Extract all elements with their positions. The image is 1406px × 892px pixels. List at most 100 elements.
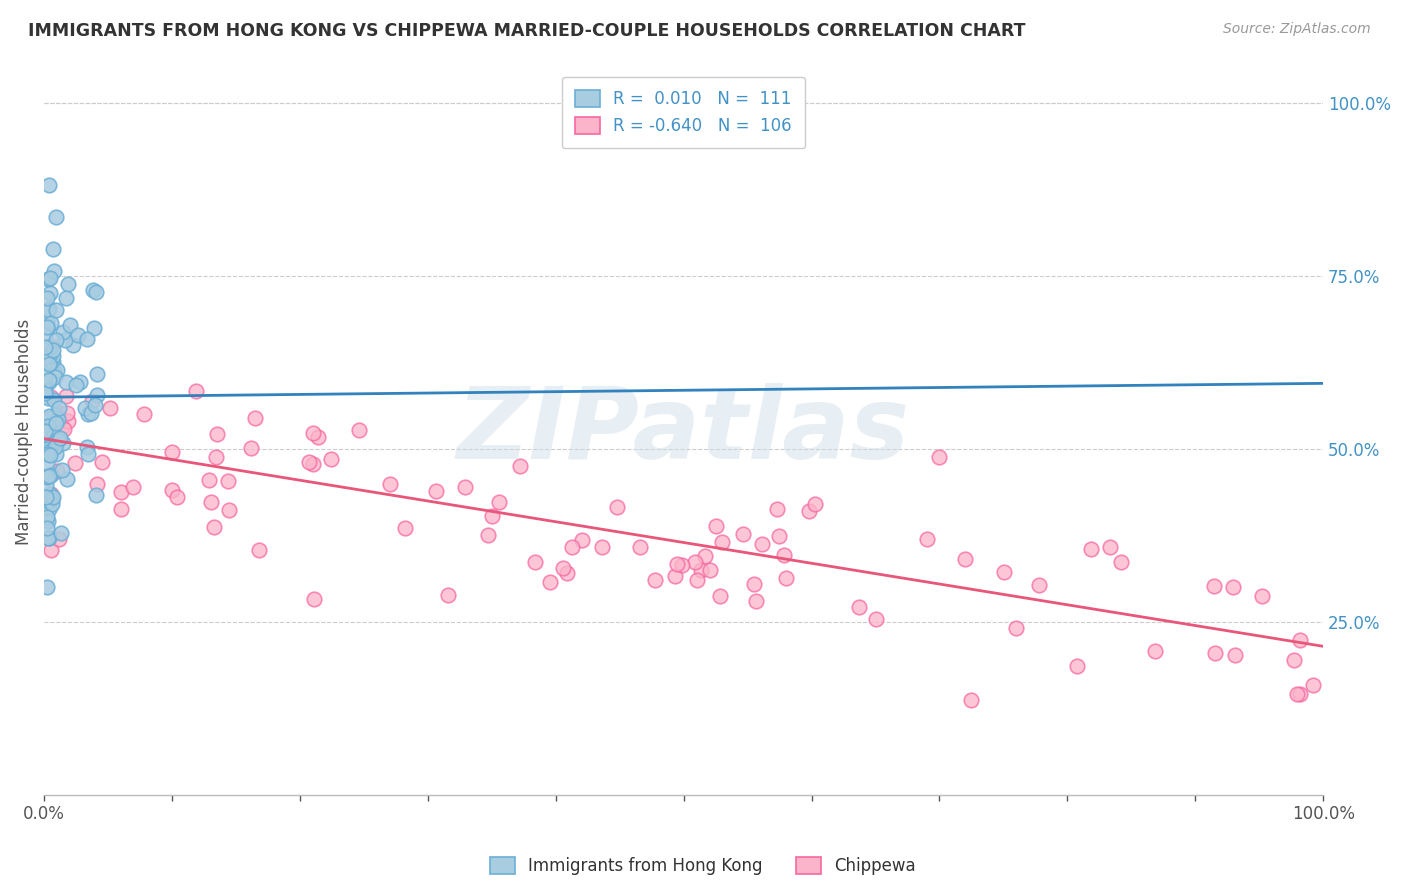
Point bbox=[39, 487, 62, 501]
Point bbox=[38, 409, 60, 424]
Point bbox=[42, 349, 65, 363]
Point bbox=[1222, 580, 1244, 594]
Point bbox=[62, 338, 84, 352]
Point bbox=[37, 419, 59, 434]
Point bbox=[86, 476, 108, 491]
Point bbox=[37, 303, 59, 318]
Point bbox=[205, 427, 228, 442]
Point bbox=[347, 423, 370, 437]
Point bbox=[45, 333, 67, 347]
Point bbox=[132, 407, 155, 421]
Point bbox=[39, 487, 62, 501]
Point bbox=[34, 383, 56, 397]
Point bbox=[37, 580, 59, 594]
Point bbox=[38, 375, 60, 389]
Point bbox=[35, 490, 58, 504]
Point bbox=[1288, 633, 1310, 648]
Point bbox=[35, 478, 58, 492]
Point bbox=[63, 456, 86, 470]
Point bbox=[394, 521, 416, 535]
Point bbox=[80, 406, 103, 420]
Point bbox=[65, 378, 87, 392]
Point bbox=[42, 264, 65, 278]
Point bbox=[380, 477, 402, 491]
Point bbox=[35, 491, 58, 505]
Point bbox=[86, 368, 108, 382]
Point bbox=[34, 442, 56, 457]
Point bbox=[915, 533, 938, 547]
Point bbox=[606, 500, 628, 515]
Point bbox=[52, 422, 75, 436]
Point bbox=[766, 502, 789, 516]
Point bbox=[46, 406, 69, 420]
Point bbox=[37, 514, 59, 528]
Point bbox=[38, 270, 60, 285]
Point bbox=[555, 566, 578, 580]
Y-axis label: Married-couple Households: Married-couple Households bbox=[15, 318, 32, 545]
Point bbox=[45, 363, 67, 377]
Point bbox=[110, 502, 132, 516]
Point bbox=[202, 520, 225, 534]
Point bbox=[1080, 542, 1102, 557]
Point bbox=[160, 445, 183, 459]
Point bbox=[37, 447, 59, 461]
Point bbox=[775, 571, 797, 585]
Point bbox=[38, 502, 60, 516]
Point bbox=[35, 521, 58, 535]
Point bbox=[45, 447, 67, 461]
Point bbox=[437, 588, 460, 602]
Point bbox=[38, 373, 60, 387]
Point bbox=[122, 480, 145, 494]
Point bbox=[41, 497, 63, 511]
Point bbox=[55, 291, 77, 305]
Point bbox=[51, 420, 73, 434]
Point bbox=[591, 540, 613, 554]
Point bbox=[160, 483, 183, 497]
Point bbox=[699, 563, 721, 577]
Point bbox=[86, 488, 108, 502]
Point bbox=[561, 540, 583, 554]
Point bbox=[39, 338, 62, 352]
Point bbox=[477, 527, 499, 541]
Point bbox=[523, 555, 546, 569]
Point bbox=[509, 458, 531, 473]
Point bbox=[38, 372, 60, 386]
Point bbox=[39, 390, 62, 404]
Point bbox=[321, 451, 343, 466]
Point bbox=[38, 469, 60, 483]
Point bbox=[693, 549, 716, 564]
Point bbox=[553, 561, 575, 575]
Point bbox=[198, 473, 221, 487]
Point bbox=[38, 531, 60, 545]
Point bbox=[56, 277, 79, 291]
Point bbox=[34, 431, 56, 445]
Point bbox=[644, 574, 666, 588]
Point bbox=[38, 421, 60, 435]
Point bbox=[38, 448, 60, 462]
Point bbox=[768, 529, 790, 543]
Point bbox=[38, 444, 60, 458]
Point bbox=[82, 283, 104, 297]
Point bbox=[1143, 644, 1166, 658]
Point bbox=[799, 504, 821, 518]
Point bbox=[59, 318, 82, 332]
Point bbox=[45, 464, 67, 478]
Point bbox=[38, 349, 60, 363]
Point bbox=[34, 328, 56, 343]
Point bbox=[204, 450, 226, 464]
Point bbox=[35, 348, 58, 362]
Point bbox=[37, 391, 59, 405]
Point bbox=[38, 439, 60, 453]
Point bbox=[1302, 678, 1324, 692]
Point bbox=[42, 363, 65, 377]
Point bbox=[48, 532, 70, 546]
Point bbox=[298, 455, 321, 469]
Legend: Immigrants from Hong Kong, Chippewa: Immigrants from Hong Kong, Chippewa bbox=[482, 849, 924, 884]
Point bbox=[186, 384, 208, 398]
Point bbox=[66, 327, 89, 342]
Point bbox=[1289, 687, 1312, 701]
Point bbox=[1284, 653, 1306, 667]
Point bbox=[35, 415, 58, 429]
Point bbox=[307, 430, 329, 444]
Point bbox=[742, 577, 765, 591]
